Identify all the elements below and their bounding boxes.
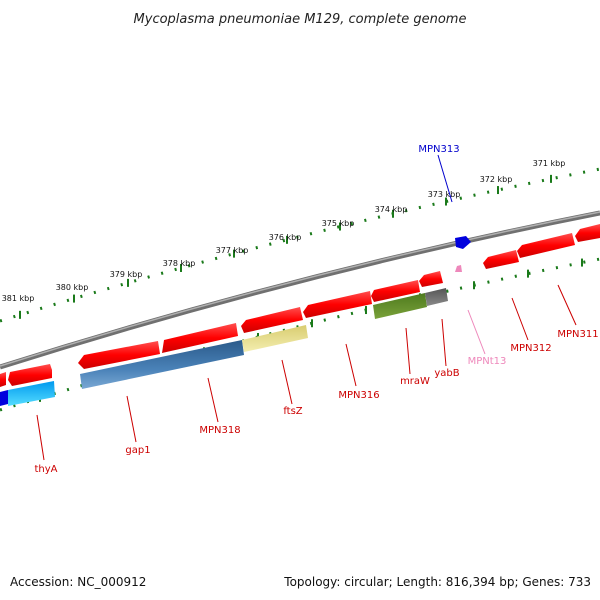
kbp-label: 377 kbp bbox=[216, 246, 249, 255]
leader-line bbox=[557, 284, 577, 326]
leader-line bbox=[36, 414, 45, 461]
gene-label: MPN318 bbox=[199, 425, 240, 436]
feature-bar bbox=[8, 381, 55, 406]
feature-bar bbox=[242, 325, 308, 352]
feature-bar bbox=[0, 390, 8, 406]
feature-arrow bbox=[78, 341, 160, 369]
gene-label: gap1 bbox=[125, 445, 150, 456]
feature-arrow bbox=[371, 280, 420, 302]
accession-text: Accession: NC_000912 bbox=[10, 575, 146, 589]
trna-marker bbox=[455, 265, 462, 272]
genome-backbone bbox=[0, 210, 600, 370]
kbp-label: 371 kbp bbox=[533, 159, 566, 168]
feature-arrow bbox=[8, 364, 52, 386]
forward-features bbox=[0, 224, 600, 387]
kbp-label: 381 kbp bbox=[2, 294, 35, 303]
genome-summary-text: Topology: circular; Length: 816,394 bp; … bbox=[283, 575, 591, 589]
gene-labels: MPN313 MPN311 MPN312 MPNt13 yabB mraW MP… bbox=[34, 144, 598, 475]
kbp-label: 379 kbp bbox=[110, 270, 143, 279]
kbp-labels: 381 kbp 380 kbp 379 kbp 378 kbp 377 kbp … bbox=[2, 159, 566, 303]
gene-label: thyA bbox=[34, 464, 57, 475]
feature-bar bbox=[425, 288, 448, 306]
kbp-label: 373 kbp bbox=[428, 190, 461, 199]
leader-line bbox=[467, 309, 486, 355]
leader-lines bbox=[36, 154, 577, 461]
feature-arrow bbox=[162, 323, 238, 353]
feature-bar bbox=[80, 340, 244, 389]
kbp-label: 376 kbp bbox=[269, 233, 302, 242]
feature-bar bbox=[373, 293, 427, 319]
gene-label: mraW bbox=[400, 376, 430, 387]
inner-tick-ring bbox=[0, 257, 600, 412]
leader-line bbox=[345, 343, 357, 387]
leader-line bbox=[126, 395, 137, 443]
kbp-label: 374 kbp bbox=[375, 205, 408, 214]
feature-arrow bbox=[517, 233, 575, 258]
leader-line bbox=[405, 327, 411, 375]
gene-label: yabB bbox=[434, 368, 459, 379]
inner-features bbox=[0, 288, 448, 406]
kbp-label: 378 kbp bbox=[163, 259, 196, 268]
kbp-label: 372 kbp bbox=[480, 175, 513, 184]
leader-line bbox=[511, 297, 529, 341]
feature-arrow bbox=[419, 271, 443, 287]
gene-label: MPN316 bbox=[338, 390, 379, 401]
gene-label: MPN311 bbox=[557, 329, 598, 340]
outer-major-ticks bbox=[19, 174, 552, 319]
feature-arrow bbox=[575, 224, 600, 242]
gene-label: MPN312 bbox=[510, 343, 551, 354]
feature-arrow bbox=[483, 250, 519, 269]
kbp-label: 375 kbp bbox=[322, 219, 355, 228]
gene-label: MPN313 bbox=[418, 144, 459, 155]
gene-label: ftsZ bbox=[283, 406, 302, 417]
leader-line bbox=[441, 318, 447, 367]
outer-tick-ring bbox=[0, 167, 600, 323]
feature-arrow bbox=[303, 291, 372, 318]
leader-line bbox=[437, 154, 453, 203]
feature-arrow bbox=[241, 307, 303, 333]
leader-line bbox=[281, 359, 293, 405]
genome-backbone-highlight bbox=[0, 211, 600, 367]
kbp-label: 380 kbp bbox=[56, 283, 89, 292]
trna-marker bbox=[455, 236, 471, 249]
map-title: Mycoplasma pneumoniae M129, complete gen… bbox=[134, 12, 467, 27]
leader-line bbox=[207, 377, 219, 423]
feature-arrow bbox=[0, 372, 6, 387]
gene-label: MPNt13 bbox=[468, 356, 507, 367]
